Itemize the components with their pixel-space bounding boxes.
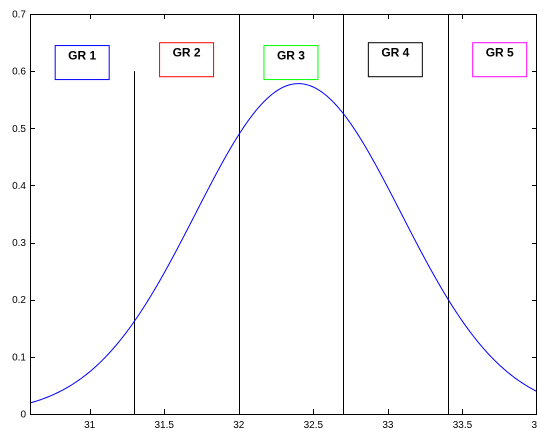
group-box-4: GR 4 xyxy=(367,42,423,78)
y-tick-label: 0.2 xyxy=(12,295,26,306)
group-label: GR 1 xyxy=(68,49,96,63)
distribution-curve xyxy=(29,83,537,404)
x-tick-label: 32 xyxy=(233,420,245,431)
x-tick-label: 33.5 xyxy=(453,420,473,431)
y-tick-label: 0 xyxy=(20,410,26,421)
group-box-border xyxy=(263,45,319,81)
boundary-lines xyxy=(134,14,449,414)
group-box-2: GR 2 xyxy=(159,42,215,78)
group-box-border xyxy=(367,42,423,78)
x-tick-label: 31 xyxy=(84,420,96,431)
y-axis: 0 0.1 0.2 0.3 0.4 0.5 0.6 0.7 xyxy=(12,10,537,421)
group-labels: GR 1 GR 2 GR 3 GR 4 GR 5 xyxy=(54,42,528,81)
y-tick-label: 0.5 xyxy=(12,124,26,135)
x-tick-label: 31.5 xyxy=(154,420,174,431)
group-box-border xyxy=(54,45,110,81)
x-tick-label: 32.5 xyxy=(304,420,324,431)
y-tick-label: 0.7 xyxy=(12,10,26,21)
group-label: GR 2 xyxy=(173,46,201,60)
group-box-1: GR 1 xyxy=(54,45,110,81)
y-tick-label: 0.6 xyxy=(12,67,26,78)
x-axis: 31 31.5 32 32.5 33 33.5 34 xyxy=(84,14,537,431)
group-box-5: GR 5 xyxy=(472,42,528,78)
group-label: GR 4 xyxy=(381,46,409,60)
y-tick-label: 0.1 xyxy=(12,352,26,363)
y-tick-label: 0.4 xyxy=(12,181,26,192)
group-box-border xyxy=(159,42,215,78)
x-tick-label: 33 xyxy=(382,420,394,431)
x-tick-label: 34 xyxy=(531,420,537,431)
group-box-border xyxy=(472,42,528,78)
group-label: GR 5 xyxy=(486,46,514,60)
group-label: GR 3 xyxy=(277,49,305,63)
group-box-3: GR 3 xyxy=(263,45,319,81)
y-tick-label: 0.3 xyxy=(12,238,26,249)
